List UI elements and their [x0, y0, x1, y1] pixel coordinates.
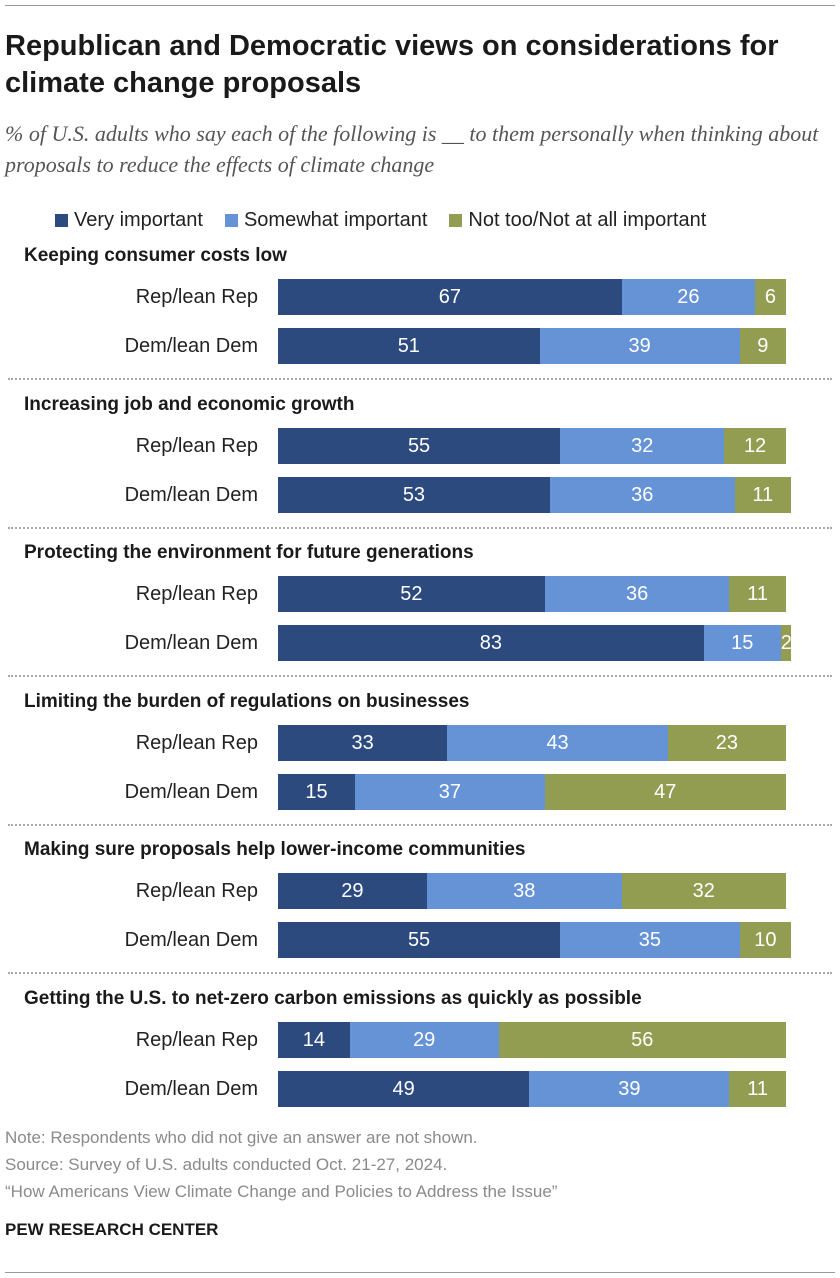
bar-segment-not-important: 11 [734, 476, 791, 513]
legend: Very important Somewhat important Not to… [55, 206, 706, 234]
bar-segment-very-important: 55 [278, 922, 561, 958]
bar-segment-not-important: 9 [739, 328, 786, 364]
legend-swatch-very-important [55, 213, 68, 227]
bottom-rule [5, 1272, 835, 1273]
legend-label-not-important: Not too/Not at all important [468, 208, 707, 231]
bar-segment-somewhat-important: 39 [529, 1070, 730, 1107]
row-label: Rep/lean Rep [135, 583, 258, 605]
section-title: Getting the U.S. to net-zero carbon emis… [24, 987, 642, 1009]
section-title: Limiting the burden of regulations on bu… [24, 690, 470, 712]
bar-segment-not-important: 23 [667, 724, 786, 761]
row-label: Rep/lean Rep [135, 286, 258, 308]
section-divider [8, 972, 832, 974]
section-title: Increasing job and economic growth [24, 393, 355, 415]
legend-swatch-not-important [449, 213, 463, 227]
bar-segment-somewhat-important: 36 [544, 576, 730, 612]
legend-item-very-important: Very important [55, 209, 203, 232]
bar-segment-not-important: 56 [498, 1021, 786, 1058]
bar-segment-somewhat-important: 32 [560, 427, 725, 464]
bar-segment-very-important: 55 [278, 427, 561, 464]
bar-segment-somewhat-important: 15 [703, 625, 781, 661]
bar-segment-very-important: 67 [278, 279, 622, 315]
bar-segment-very-important: 53 [278, 476, 550, 513]
brand-name: PEW RESEARCH CENTER [5, 1220, 219, 1239]
legend-item-somewhat-important: Somewhat important [224, 208, 428, 232]
bar-segment-very-important: 15 [278, 773, 355, 810]
section-title: Protecting the environment for future ge… [24, 542, 474, 563]
row-label: Rep/lean Rep [135, 880, 258, 902]
bar-segment-somewhat-important: 39 [539, 328, 740, 364]
row-label: Dem/lean Dem [124, 929, 258, 951]
section-divider [8, 675, 832, 677]
bar-segment-not-important: 10 [739, 922, 791, 958]
bar-segment-not-important: 47 [544, 773, 786, 810]
section-divider [8, 378, 832, 380]
bar-segment-very-important: 29 [278, 873, 427, 909]
chart-subtitle: % of U.S. adults who say each of the fol… [5, 121, 819, 177]
footer-report-title: “How Americans View Climate Change and P… [5, 1182, 558, 1201]
section-title: Keeping consumer costs low [24, 245, 287, 266]
row-label: Dem/lean Dem [124, 335, 258, 357]
bar-segment-very-important: 83 [278, 625, 704, 661]
bar-segment-somewhat-important: 38 [426, 873, 622, 909]
bar-segment-not-important: 11 [729, 576, 786, 612]
bar-segment-somewhat-important: 37 [354, 773, 545, 810]
bar-segment-somewhat-important: 26 [621, 279, 756, 315]
section-title: Making sure proposals help lower-income … [24, 839, 526, 860]
row-label: Rep/lean Rep [135, 731, 258, 754]
bar-segment-not-important: 11 [729, 1070, 786, 1107]
bar-segment-not-important: 6 [755, 279, 786, 315]
legend-label-somewhat-important: Somewhat important [243, 208, 428, 231]
bar-segment-not-important: 12 [724, 427, 786, 464]
bar-segment-not-important: 32 [621, 873, 786, 909]
chart-title: Republican and Democratic views on consi… [5, 30, 779, 99]
footer-source: Source: Survey of U.S. adults conducted … [5, 1155, 448, 1174]
footer-note: Note: Respondents who did not give an an… [5, 1128, 478, 1147]
legend-label-very-important: Very important [74, 208, 203, 231]
section-divider [8, 823, 832, 826]
row-label: Dem/lean Dem [124, 780, 258, 803]
section-divider [8, 526, 832, 529]
bar-segment-somewhat-important: 35 [560, 922, 740, 958]
row-label: Rep/lean Rep [135, 434, 258, 457]
row-label: Dem/lean Dem [124, 1077, 258, 1100]
bar-segment-very-important: 49 [278, 1070, 530, 1107]
bar-segment-somewhat-important: 29 [349, 1021, 499, 1058]
bar-segment-very-important: 33 [278, 724, 448, 761]
bar-segment-somewhat-important: 36 [549, 476, 735, 513]
legend-swatch-somewhat-important [224, 213, 238, 227]
legend-item-not-important: Not too/Not at all important [449, 209, 706, 232]
row-label: Dem/lean Dem [124, 632, 258, 654]
bar-segment-very-important: 51 [278, 328, 540, 364]
bar-segment-very-important: 14 [278, 1021, 350, 1058]
bar-segment-somewhat-important: 43 [447, 724, 668, 761]
top-rule [5, 5, 835, 6]
bar-segment-not-important: 2 [780, 625, 792, 661]
row-label: Rep/lean Rep [135, 1028, 258, 1051]
bar-segment-very-important: 52 [278, 576, 545, 612]
row-label: Dem/lean Dem [124, 483, 258, 506]
